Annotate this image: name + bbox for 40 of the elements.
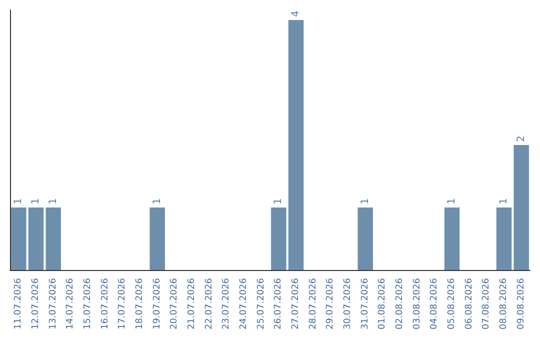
x-tick-label: 20.07.2026 [170,278,180,330]
x-tick-label: 11.07.2026 [14,278,24,330]
x-tick-label: 22.07.2026 [204,278,214,330]
x-tick-label: 06.08.2026 [464,278,474,330]
x-tick-label: 16.07.2026 [100,278,110,330]
x-tick-label: 03.08.2026 [412,278,422,330]
x-tick-label: 24.07.2026 [239,278,249,330]
x-tick-label: 31.07.2026 [360,278,370,330]
data-label: 1 [30,198,42,204]
data-label: 1 [273,198,284,204]
x-tick-label: 04.08.2026 [430,278,440,330]
x-tick-label: 29.07.2026 [326,278,336,330]
x-tick-label: 25.07.2026 [256,278,266,330]
x-tick-label: 05.08.2026 [447,278,457,330]
x-tick-label: 09.08.2026 [516,278,526,330]
x-tick-label: 26.07.2026 [274,278,284,330]
x-tick-label: 14.07.2026 [66,278,76,330]
x-tick-label: 21.07.2026 [187,278,197,330]
x-tick-label: 28.07.2026 [308,278,318,330]
data-label: 4 [290,10,302,17]
data-label: 1 [152,198,163,204]
x-tick-label: 18.07.2026 [135,278,145,330]
x-tick-label: 17.07.2026 [118,278,128,330]
data-label: 1 [48,198,59,204]
x-tick-label: 01.08.2026 [378,278,388,330]
data-label: 1 [446,198,458,204]
x-tick-label: 15.07.2026 [83,278,93,330]
x-tick-label: 19.07.2026 [152,278,162,330]
data-label: 1 [360,198,371,204]
x-tick-label: 07.08.2026 [482,278,492,330]
data-label: 2 [516,136,527,142]
data-label: 1 [13,198,24,204]
x-tick-label: 12.07.2026 [31,278,41,330]
x-tick-label: 02.08.2026 [395,278,405,330]
data-label: 1 [498,198,510,204]
x-tick-label: 27.07.2026 [291,278,301,330]
x-tick-label: 23.07.2026 [222,278,232,330]
x-tick-label: 30.07.2026 [343,278,353,330]
x-tick-label: 08.08.2026 [499,278,509,330]
x-tick-label: 13.07.2026 [48,278,58,330]
